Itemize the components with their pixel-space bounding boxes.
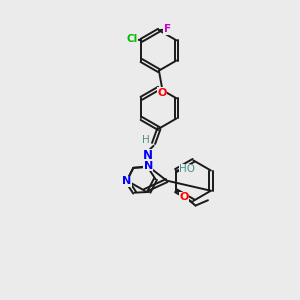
Text: N: N <box>144 161 153 171</box>
Text: O: O <box>157 88 167 98</box>
Text: O: O <box>179 192 189 202</box>
Text: N: N <box>122 176 131 186</box>
Text: H: H <box>142 135 149 145</box>
Text: Cl: Cl <box>126 34 137 44</box>
Text: F: F <box>164 24 171 34</box>
Text: HO: HO <box>179 164 195 174</box>
Text: N: N <box>143 149 153 162</box>
